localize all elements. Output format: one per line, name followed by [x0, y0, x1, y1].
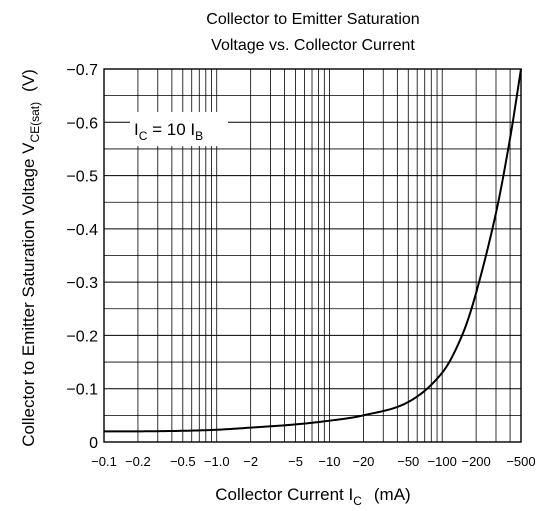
x-tick-label: −20 [352, 454, 374, 469]
annotation-text: IC = 10 IB [134, 120, 203, 143]
y-tick-label: −0.3 [66, 275, 98, 292]
y-axis-label-unit: (V) [19, 69, 38, 92]
x-axis-label: Collector Current IC (mA) [215, 485, 410, 508]
annotation-ib-sub: B [195, 129, 203, 143]
y-tick-label: −0.5 [66, 169, 98, 186]
y-tick-label: 0 [89, 435, 98, 452]
y-tick-labels: 0 −0.1 −0.2 −0.3 −0.4 −0.5 −0.6 −0.7 [66, 62, 98, 452]
x-tick-label: −200 [461, 454, 490, 469]
y-axis-label-sub: CE(sat) [28, 102, 42, 143]
x-axis-label-unit: (mA) [374, 485, 411, 504]
y-axis-label: Collector to Emitter Saturation Voltage … [19, 69, 42, 447]
x-tick-label: −0.1 [91, 454, 117, 469]
x-axis-label-main: Collector Current I [215, 485, 353, 504]
annotation-ic-sub: C [139, 129, 148, 143]
x-tick-label: −100 [428, 454, 457, 469]
x-tick-label: −1.0 [204, 454, 230, 469]
annotation-eq: = 10 I [147, 120, 195, 139]
series-line [104, 68, 522, 433]
x-tick-labels: −0.1 −0.2 −0.5 −1.0 −2 −5 −10 −20 −50 −100 −200 −50… [91, 454, 535, 469]
chart-title-line2: Voltage vs. Collector Current [211, 37, 415, 54]
plot-border [103, 68, 522, 443]
y-tick-label: −0.7 [66, 62, 98, 79]
y-axis-label-main: Collector to Emitter Saturation Voltage … [19, 142, 38, 447]
x-tick-label: −0.5 [170, 454, 196, 469]
annotation-ic: I [134, 120, 139, 139]
y-tick-label: −0.1 [66, 382, 98, 399]
y-tick-label: −0.4 [66, 222, 98, 239]
x-tick-label: −2 [243, 454, 258, 469]
y-tick-label: −0.6 [66, 115, 98, 132]
x-tick-label: −50 [397, 454, 419, 469]
annotation-background [130, 112, 228, 146]
annotation-ic-ib: IC = 10 IB [130, 112, 228, 146]
x-tick-label: −5 [288, 454, 303, 469]
chart-title-line1: Collector to Emitter Saturation [206, 11, 419, 28]
x-tick-label: −10 [318, 454, 340, 469]
x-tick-label: −500 [506, 454, 535, 469]
x-axis-label-sub: C [353, 494, 362, 508]
y-tick-label: −0.2 [66, 328, 98, 345]
x-tick-label: −0.2 [125, 454, 151, 469]
series-group [104, 68, 522, 433]
